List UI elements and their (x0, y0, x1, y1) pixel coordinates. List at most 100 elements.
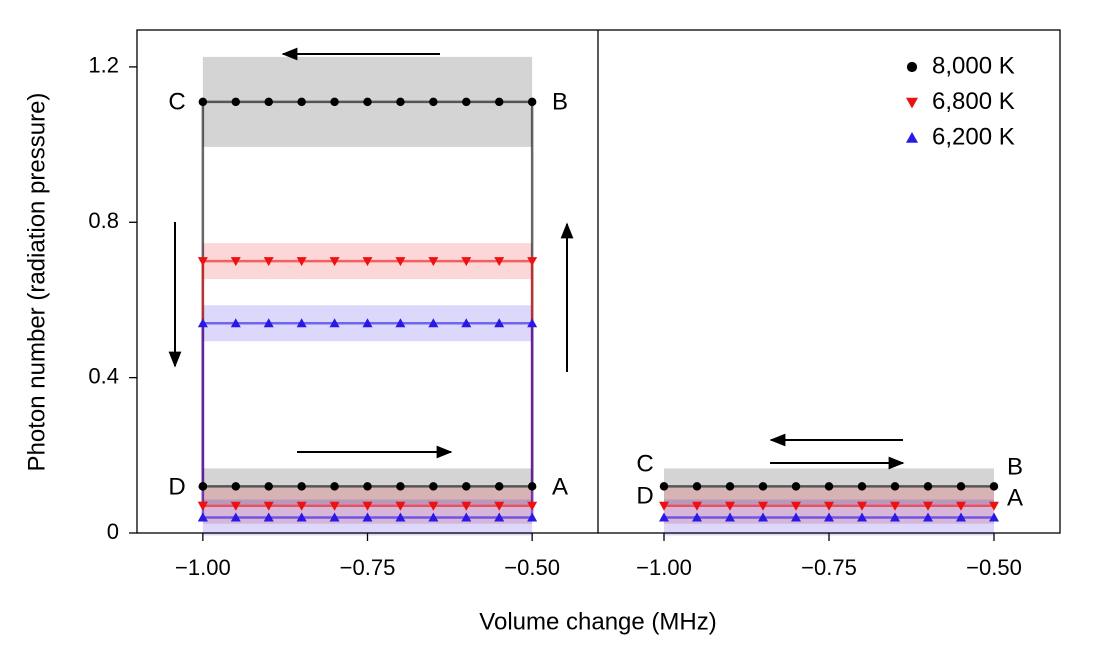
data-point (527, 482, 537, 491)
data-point (923, 482, 933, 491)
data-point (462, 97, 471, 107)
data-point (362, 501, 373, 511)
data-point (461, 512, 472, 522)
annotation: C (168, 88, 185, 115)
data-point (824, 512, 834, 522)
data-point (428, 501, 439, 511)
data-point (263, 512, 274, 522)
data-point (362, 318, 373, 328)
data-point (197, 257, 208, 267)
data-point (330, 482, 339, 491)
x-tick-label: −0.50 (966, 555, 1022, 580)
data-point (263, 318, 274, 328)
noise-bands (202, 56, 533, 536)
data-point (494, 501, 505, 511)
data-point (395, 318, 406, 328)
annotation: B (552, 88, 568, 115)
data-point (461, 318, 472, 328)
data-point (758, 482, 768, 491)
data-point (231, 482, 241, 491)
data-point (659, 512, 669, 522)
data-point (857, 512, 867, 522)
data-point (857, 501, 867, 511)
data-point (428, 512, 439, 522)
data-point (725, 501, 735, 511)
data-point (363, 97, 372, 107)
series-line (201, 100, 534, 488)
legend-label: 8,000 K (932, 52, 1015, 79)
data-point (263, 501, 274, 511)
data-point (725, 512, 735, 522)
legend-label: 6,800 K (932, 88, 1015, 115)
data-point (527, 97, 537, 107)
data-point (429, 482, 438, 491)
data-point (428, 257, 439, 267)
data-point (329, 512, 340, 522)
x-axis-label: Volume change (MHz) (479, 608, 716, 635)
x-tick-label: −0.75 (801, 555, 857, 580)
data-point (989, 501, 999, 511)
x-tick-label: −0.50 (504, 555, 560, 580)
data-point (263, 257, 274, 267)
data-point (824, 501, 834, 511)
data-point (462, 482, 471, 491)
data-point (197, 318, 208, 328)
data-point (857, 482, 867, 491)
data-point (429, 97, 438, 107)
data-point (923, 501, 933, 511)
data-point (692, 482, 702, 491)
data-point (231, 97, 241, 107)
x-tick-label: −1.00 (636, 555, 692, 580)
data-point (461, 501, 472, 511)
data-point (923, 512, 933, 522)
data-point (296, 501, 307, 511)
data-point (494, 257, 505, 267)
data-point (956, 501, 966, 511)
legend-label: 6,200 K (932, 123, 1015, 150)
data-point (396, 482, 405, 491)
data-point (197, 501, 208, 511)
data-point (692, 512, 702, 522)
data-point (791, 501, 801, 511)
data-point (296, 257, 307, 267)
data-point (890, 482, 900, 491)
markers (197, 97, 538, 522)
annotation: D (168, 473, 185, 500)
y-tick-label: 0.8 (88, 208, 119, 233)
data-point (824, 482, 834, 491)
data-point (791, 482, 801, 491)
data-point (230, 257, 241, 267)
legend-marker (906, 132, 918, 143)
annotation: A (1007, 484, 1023, 511)
data-point (692, 501, 702, 511)
data-point (527, 501, 538, 511)
data-point (264, 482, 273, 491)
data-point (297, 97, 306, 107)
data-point (264, 97, 273, 107)
legend: 8,000 K 6,800 K 6,200 K (906, 52, 1015, 150)
data-point (956, 482, 966, 491)
data-point (758, 501, 768, 511)
x-tick-label: −1.00 (175, 555, 231, 580)
data-point (890, 512, 900, 522)
annotation: B (1007, 453, 1023, 480)
data-point (296, 512, 307, 522)
data-point (362, 512, 373, 522)
data-point (362, 257, 373, 267)
legend-marker (906, 61, 918, 73)
y-axis-label: Photon number (radiation pressure) (23, 93, 50, 472)
y-tick-label: 1.2 (88, 53, 119, 78)
legend-marker (906, 97, 918, 109)
data-point (791, 512, 801, 522)
data-point (494, 512, 505, 522)
data-point (494, 97, 504, 107)
data-point (725, 482, 735, 491)
data-point (527, 318, 538, 328)
data-point (198, 482, 208, 491)
data-point (890, 501, 900, 511)
data-point (297, 482, 306, 491)
data-point (395, 512, 406, 522)
data-point (989, 512, 999, 522)
